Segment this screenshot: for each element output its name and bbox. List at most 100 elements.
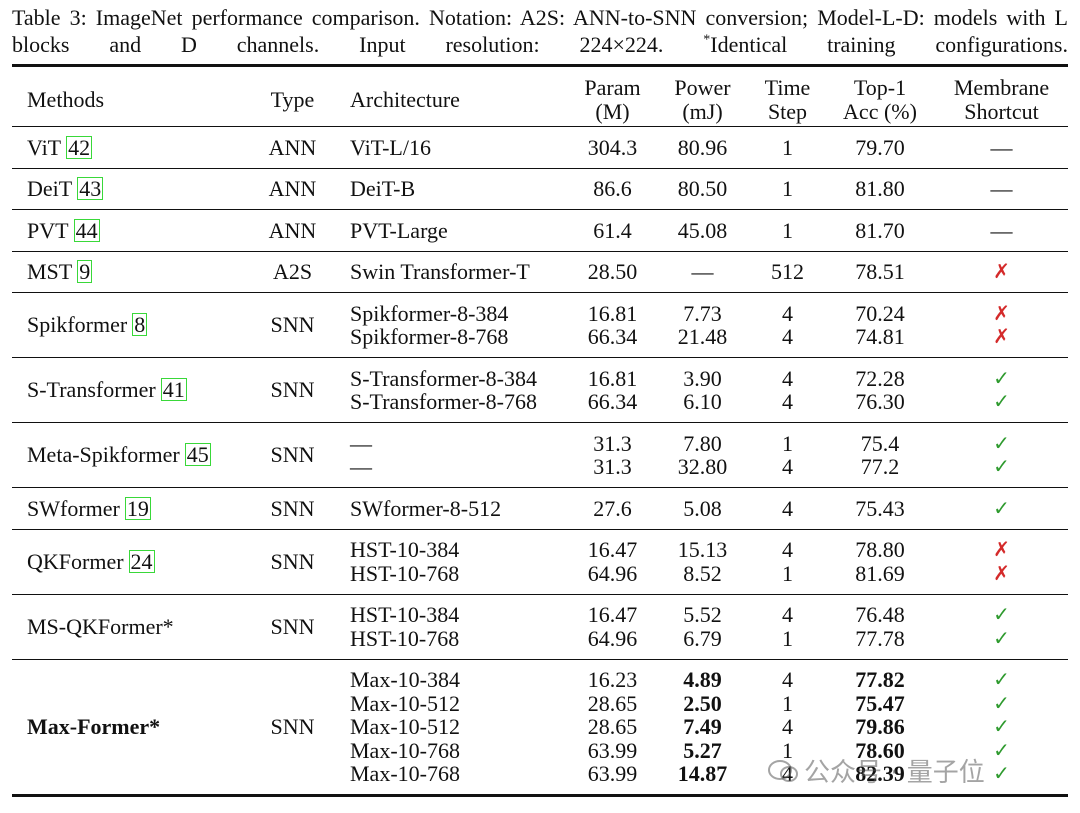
watermark-icon (768, 759, 798, 782)
cell-line: 86.6 (593, 176, 632, 201)
cell-line: 70.24 (855, 300, 905, 326)
cell-line: 63.99 (587, 737, 638, 763)
cell-line: — (990, 217, 1013, 243)
table-row: SWformer 19 SNN SWformer-8-512 27.6 5.08 4 75.4… (12, 488, 1068, 530)
data-cell: S-Transformer-8-384 S-Transformer-8-768 (330, 358, 570, 423)
cell-line: ✗ (993, 537, 1010, 561)
cell-line: S-Transformer-8-384 (350, 365, 537, 391)
cell-line: 16.23 (587, 667, 638, 692)
cell-line: 16.47 (587, 537, 638, 562)
data-cell: ViT-L/16 (330, 127, 570, 169)
data-cell: Swin Transformer-T (330, 251, 570, 293)
row-group: Meta-Spikformer 45 SNN — —31.3 31.3 7.80 32.80 1… (12, 423, 1068, 488)
cell-line: 15.13 (677, 537, 728, 562)
data-cell: HST-10-384 HST-10-768 (330, 529, 570, 594)
data-cell: 86.6 (570, 168, 655, 210)
cell-line: 4 (782, 667, 793, 692)
type-cell: ANN (268, 217, 317, 243)
cell-line: 78.51 (855, 259, 905, 284)
cell-line: 4 (782, 761, 793, 786)
cell-line: 2.50 (683, 690, 722, 716)
cell-line: 66.34 (587, 389, 638, 414)
method-name: Spikformer (27, 312, 128, 338)
data-cell: 78.51 (825, 251, 935, 293)
data-cell: 81.70 (825, 210, 935, 252)
method-name: SWformer (27, 495, 120, 521)
cell-line: 28.50 (587, 259, 638, 284)
data-cell: 45.08 (655, 210, 750, 252)
header-line: Acc (%) (843, 98, 917, 124)
data-cell: 78.80 81.69 (825, 529, 935, 594)
cell-line: Swin Transformer-T (350, 259, 530, 284)
cell-line: 78.60 (855, 737, 905, 763)
data-cell: 28.50 (570, 251, 655, 293)
cell-line: HST-10-384 (350, 602, 460, 627)
data-cell: 1 (750, 210, 825, 252)
data-cell: 75.4 77.2 (825, 423, 935, 488)
cell-line: ✓ (993, 714, 1010, 738)
type-cell: A2S (272, 259, 313, 284)
caption-text: ImageNet performance comparison. Notatio… (12, 5, 1068, 57)
cell-line: 7.49 (683, 714, 722, 739)
header-line: Type (270, 86, 315, 112)
header-line: Power (674, 75, 731, 100)
cell-line: ✓ (993, 761, 1010, 785)
footnote-mark: * (703, 32, 711, 48)
cell-line: ✓ (993, 430, 1010, 455)
method-cell: DeiT 43 (12, 168, 255, 210)
cell-line: 14.87 (677, 761, 728, 786)
cell-line: 7.80 (683, 430, 722, 456)
data-cell: ✓ ✓ (935, 594, 1068, 659)
cell-line: ✗ (993, 324, 1010, 348)
cell-line: 5.52 (683, 602, 722, 627)
cell-line: 61.4 (593, 217, 632, 243)
method-cell: MS-QKFormer* (12, 594, 255, 659)
type-cell: ANN (268, 176, 317, 201)
cell-line: ✓ (993, 495, 1010, 520)
cell-line: S-Transformer-8-768 (350, 389, 537, 414)
cell-line: Max-10-512 (350, 690, 460, 716)
column-header: Param (M) (570, 66, 655, 127)
type-cell: SNN (270, 312, 315, 338)
column-header: Architecture (330, 66, 570, 127)
cell-line: 1 (782, 430, 793, 456)
method-name: S-Transformer (27, 377, 156, 403)
type-cell: SNN (270, 714, 315, 739)
citation: 43 (77, 176, 104, 201)
data-cell: DeiT-B (330, 168, 570, 210)
table-row: MST 9 A2S Swin Transformer-T 28.50 — 512 78.51 ✗ (12, 251, 1068, 293)
method-cell: ViT 42 (12, 127, 255, 169)
cell-line: DeiT-B (350, 176, 416, 201)
cell-line: 8.52 (683, 560, 722, 586)
method-name: MS-QKFormer* (27, 613, 174, 639)
cell-line: SWformer-8-512 (350, 495, 502, 521)
data-cell: Spikformer-8-384 Spikformer-8-768 (330, 293, 570, 358)
data-cell: ✓ ✓ (935, 358, 1068, 423)
cell-line: ✓ (993, 737, 1010, 762)
header-line: (M) (595, 98, 630, 124)
cell-line: 16.81 (587, 365, 638, 391)
type-cell: ANN (268, 134, 317, 160)
data-cell: 4 (750, 488, 825, 530)
cell-line: ✓ (993, 690, 1010, 715)
data-cell: — (935, 168, 1068, 210)
cell-line: 304.3 (587, 134, 638, 160)
citation: 8 (132, 312, 148, 338)
cell-line: 4 (782, 389, 793, 414)
row-group: SWformer 19 SNN SWformer-8-512 27.6 5.08 4 75.4… (12, 488, 1068, 530)
cell-line: 4 (782, 495, 793, 521)
data-cell: 15.13 8.52 (655, 529, 750, 594)
row-group: DeiT 43 ANN DeiT-B 86.6 80.50 1 81.80 — (12, 168, 1068, 210)
method-name: Meta-Spikformer (27, 442, 180, 468)
data-cell: ✗ (935, 251, 1068, 293)
data-cell: ✓ (935, 488, 1068, 530)
header-line: Shortcut (964, 98, 1039, 124)
data-cell: 80.96 (655, 127, 750, 169)
cell-line: 1 (782, 560, 793, 586)
cell-line: ✓ (993, 454, 1010, 478)
cell-line: — (350, 454, 372, 479)
method-name: DeiT (27, 176, 73, 201)
cell-line: Spikformer-8-768 (350, 324, 509, 349)
watermark-text: 公众号 · 量子位 (804, 758, 985, 788)
